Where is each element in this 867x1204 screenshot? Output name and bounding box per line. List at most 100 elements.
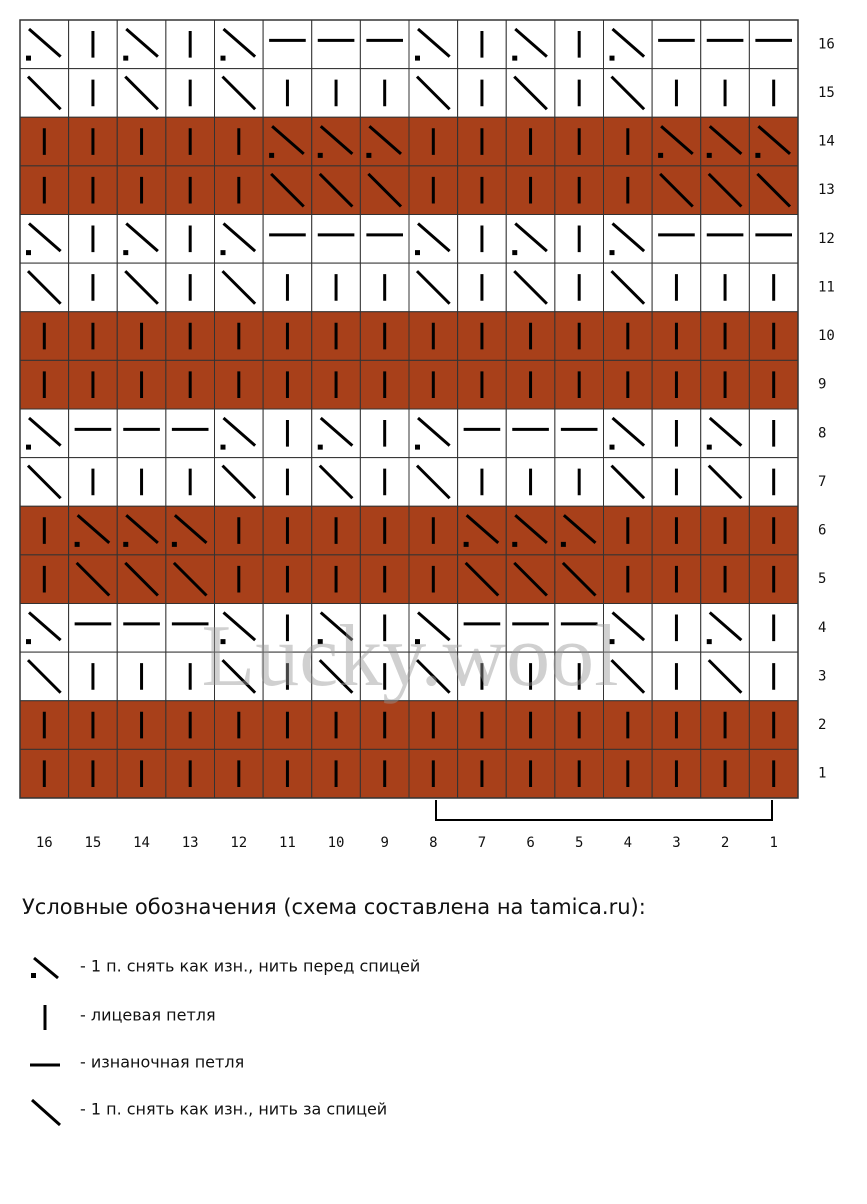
cell — [651, 214, 702, 264]
row-number: 7 — [818, 474, 826, 490]
slip-front-symbol — [417, 611, 451, 642]
slip-front-dot — [415, 639, 420, 645]
slip-front-symbol — [562, 514, 597, 545]
slip-front-symbol — [757, 125, 791, 156]
slip-front-symbol — [271, 125, 305, 156]
cell — [68, 603, 118, 653]
cell — [651, 19, 702, 70]
slip-back-symbol — [172, 561, 208, 597]
slip-front-symbol — [222, 222, 257, 253]
slip-front-symbol — [708, 125, 743, 156]
row-number: 12 — [818, 231, 835, 247]
slip-front-symbol — [125, 514, 159, 545]
slip-front-dot — [609, 250, 615, 256]
column-number: 9 — [380, 835, 388, 851]
cell — [311, 19, 361, 70]
column-number: 6 — [526, 835, 534, 851]
cell — [505, 748, 556, 799]
chart-grid — [19, 19, 799, 799]
slip-front-symbol — [125, 222, 159, 253]
repeat-bracket — [435, 800, 773, 821]
slip-front-symbol — [222, 27, 257, 58]
column-number: 5 — [575, 835, 583, 851]
cell — [700, 19, 750, 70]
slip-front-dot — [317, 639, 323, 645]
cell — [165, 408, 215, 459]
legend-item: - 1 п. снять как изн., нить перед спицей — [80, 957, 420, 976]
slip-front-symbol — [417, 27, 451, 58]
slip-front-dot — [609, 444, 615, 450]
slip-front-symbol — [76, 514, 111, 545]
slip-back-symbol — [124, 561, 159, 597]
row-number: 2 — [818, 717, 826, 733]
slip-front-symbol — [417, 416, 451, 447]
slip-front-dot — [755, 152, 761, 158]
slip-front-dot — [463, 541, 469, 547]
legend-icons — [30, 956, 61, 1127]
slip-front-dot — [26, 639, 31, 645]
cell — [359, 505, 410, 556]
column-number: 11 — [279, 835, 296, 851]
row-number: 10 — [818, 328, 835, 344]
slip-front-dot — [269, 152, 275, 158]
slip-front-symbol — [319, 611, 354, 642]
slip-back-symbol — [270, 172, 305, 208]
slip-back-symbol — [659, 172, 694, 208]
slip-back-symbol — [221, 75, 257, 111]
column-number: 7 — [478, 835, 486, 851]
cell — [311, 214, 361, 264]
slip-back-symbol — [464, 561, 500, 597]
legend-item: - 1 п. снять как изн., нить за спицей — [80, 1100, 387, 1119]
cell — [262, 214, 313, 264]
slip-back-symbol — [610, 464, 646, 500]
slip-front-dot — [415, 444, 420, 450]
slip-front-symbol — [417, 222, 451, 253]
slip-front-symbol — [368, 125, 402, 156]
legend-item: - лицевая петля — [80, 1006, 216, 1025]
slip-front-symbol — [514, 514, 548, 545]
slip-back-symbol — [415, 75, 451, 111]
row-number: 6 — [818, 523, 826, 539]
slip-front-dot — [123, 250, 129, 256]
slip-front-dot — [609, 55, 615, 61]
slip-front-dot — [74, 541, 80, 547]
cell — [359, 19, 410, 70]
slip-back-symbol — [610, 659, 646, 694]
legend-item: - изнаночная петля — [80, 1053, 244, 1072]
slip-front-symbol — [611, 611, 646, 642]
slip-front-dot — [706, 444, 712, 450]
row-number: 8 — [818, 425, 826, 441]
column-number: 12 — [230, 835, 247, 851]
column-number: 10 — [328, 835, 345, 851]
slip-front-dot — [512, 55, 518, 61]
slip-front-symbol — [465, 514, 500, 545]
slip-front-dot — [123, 541, 129, 547]
row-number: 15 — [818, 85, 835, 101]
slip-front-dot — [706, 152, 712, 158]
slip-front-symbol — [660, 125, 694, 156]
slip-front-dot — [706, 639, 712, 645]
column-number: 1 — [769, 835, 777, 851]
slip-back-symbol — [221, 659, 257, 694]
row-number: 11 — [818, 279, 835, 295]
row-number: 14 — [818, 134, 835, 150]
slip-back-symbol — [707, 659, 743, 694]
slip-back-symbol — [221, 270, 257, 305]
cell — [262, 19, 313, 70]
slip-back-symbol — [26, 464, 62, 500]
slip-front-symbol — [708, 611, 743, 642]
slip-front-symbol — [514, 27, 548, 58]
column-number: 13 — [182, 835, 199, 851]
cell — [700, 214, 750, 264]
slip-front-symbol — [708, 416, 743, 447]
cell — [700, 68, 750, 118]
slip-front-dot — [26, 250, 31, 256]
cell — [748, 214, 799, 264]
slip-front-dot — [609, 639, 615, 645]
cell — [457, 603, 507, 653]
slip-front-symbol — [611, 222, 646, 253]
slip-front-symbol — [222, 611, 257, 642]
cell — [457, 408, 507, 459]
slip-back-symbol — [756, 172, 792, 208]
